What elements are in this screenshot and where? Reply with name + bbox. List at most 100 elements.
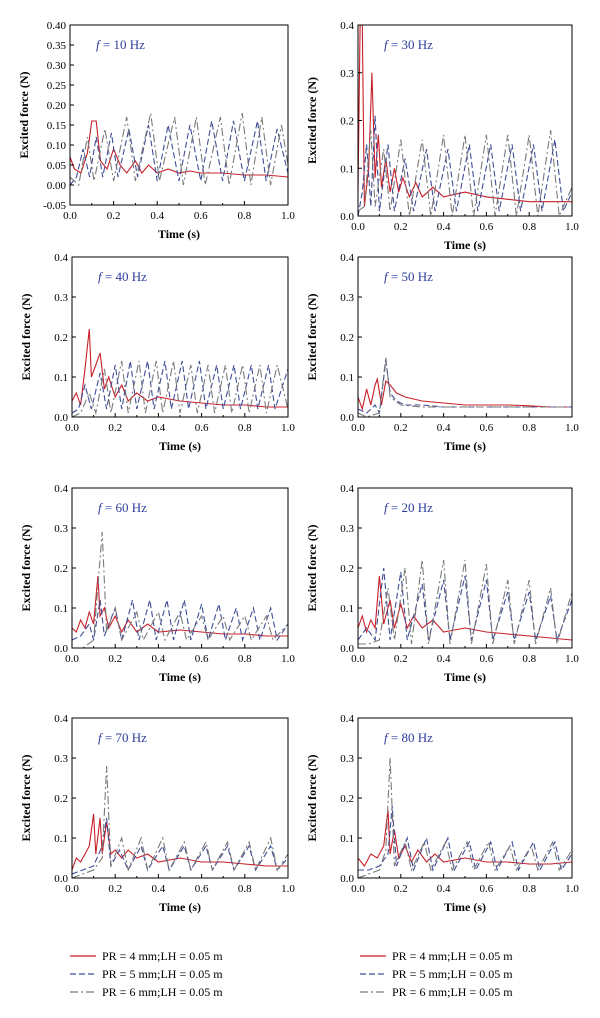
frequency-annotation-value: = 80 Hz bbox=[388, 730, 433, 745]
x-tick-label: 0.4 bbox=[152, 653, 166, 665]
x-tick-label: 0.0 bbox=[351, 422, 365, 434]
y-tick-label: 0.0 bbox=[340, 412, 354, 424]
y-tick-label: 0.1 bbox=[340, 163, 354, 175]
x-axis-label: Time (s) bbox=[444, 900, 486, 914]
series-line-pr6 bbox=[358, 130, 572, 216]
x-tick-label: 0.2 bbox=[394, 653, 408, 665]
series-line-pr6 bbox=[72, 531, 288, 648]
x-tick-label: 0.0 bbox=[351, 221, 365, 233]
x-tick-label: 1.0 bbox=[281, 653, 295, 665]
x-tick-label: 0.6 bbox=[194, 210, 208, 222]
y-axis-label: Excited force (N) bbox=[19, 293, 33, 380]
frequency-annotation-value: = 10 Hz bbox=[100, 37, 145, 52]
y-tick-label: 0.4 bbox=[54, 252, 68, 264]
y-axis-label: Excited force (N) bbox=[19, 754, 33, 841]
series-line-pr6 bbox=[72, 765, 288, 878]
series-line-pr6 bbox=[358, 559, 572, 645]
frequency-annotation-value: = 50 Hz bbox=[388, 269, 433, 284]
legend-label: PR = 5 mm;LH = 0.05 m bbox=[392, 967, 513, 981]
y-tick-label: 0.05 bbox=[47, 160, 67, 172]
x-tick-label: 0.0 bbox=[351, 653, 365, 665]
frequency-annotation-symbol: f bbox=[384, 730, 390, 745]
series-line-pr5 bbox=[72, 817, 288, 875]
frequency-annotation: f = 40 Hz bbox=[98, 269, 147, 284]
y-tick-label: 0.0 bbox=[54, 873, 68, 885]
frequency-annotation-value: = 40 Hz bbox=[102, 269, 147, 284]
plot-frame bbox=[69, 24, 289, 206]
frequency-annotation: f = 60 Hz bbox=[98, 500, 147, 515]
frequency-annotation: f = 10 Hz bbox=[96, 37, 145, 52]
series-line-pr4 bbox=[358, 575, 572, 641]
y-tick-label: 0.30 bbox=[47, 60, 67, 72]
y-tick-label: 0.2 bbox=[340, 563, 354, 575]
frequency-annotation-value: = 30 Hz bbox=[388, 37, 433, 52]
frequency-annotation-symbol: f bbox=[384, 37, 390, 52]
chart-panel: 0.0 0.2 0.4 0.6 0.8 1.0 0.0 0.1 0.2 0.3 0.4 Time (s… bbox=[19, 252, 295, 453]
x-tick-label: 0.8 bbox=[238, 422, 252, 434]
frequency-annotation: f = 80 Hz bbox=[384, 730, 433, 745]
x-tick-label: 0.8 bbox=[522, 422, 536, 434]
y-axis-label: Excited force (N) bbox=[19, 524, 33, 611]
x-tick-label: 0.2 bbox=[394, 221, 408, 233]
x-tick-label: 0.6 bbox=[480, 883, 494, 895]
x-tick-label: 0.6 bbox=[480, 422, 494, 434]
x-tick-label: 0.6 bbox=[480, 221, 494, 233]
x-tick-label: 0.8 bbox=[522, 653, 536, 665]
x-tick-label: 0.2 bbox=[108, 422, 122, 434]
series-line-pr6 bbox=[358, 356, 572, 417]
legend-label: PR = 6 mm;LH = 0.05 m bbox=[392, 985, 513, 999]
y-tick-label: 0.0 bbox=[340, 211, 354, 223]
y-tick-label: 0.0 bbox=[340, 873, 354, 885]
x-axis-label: Time (s) bbox=[444, 670, 486, 684]
y-tick-label: 0.3 bbox=[54, 292, 68, 304]
y-tick-label: 0.1 bbox=[340, 603, 354, 615]
y-tick-label: 0.2 bbox=[340, 793, 354, 805]
series-line-pr6 bbox=[72, 360, 288, 417]
frequency-annotation-symbol: f bbox=[98, 269, 104, 284]
chart-panel: 0.0 0.2 0.4 0.6 0.8 1.0 0.0 0.1 0.2 0.3 0.4 Time (s… bbox=[305, 483, 579, 684]
x-tick-label: 0.0 bbox=[65, 422, 79, 434]
frequency-annotation-symbol: f bbox=[96, 37, 102, 52]
y-tick-label: 0.3 bbox=[340, 292, 354, 304]
x-tick-label: 0.4 bbox=[150, 210, 164, 222]
y-tick-label: 0.10 bbox=[47, 140, 67, 152]
chart-panel: 0.0 0.2 0.4 0.6 0.8 1.0 0.0 0.1 0.2 0.3 0.4 Time (s… bbox=[19, 483, 295, 684]
y-tick-label: 0.4 bbox=[340, 252, 354, 264]
y-tick-label: 0.3 bbox=[54, 523, 68, 535]
x-tick-label: 0.2 bbox=[108, 883, 122, 895]
series-line-pr4 bbox=[358, 809, 572, 867]
x-tick-label: 1.0 bbox=[565, 653, 579, 665]
legend-label: PR = 4 mm;LH = 0.05 m bbox=[102, 949, 223, 963]
x-tick-label: 0.4 bbox=[152, 422, 166, 434]
x-axis-label: Time (s) bbox=[444, 238, 486, 252]
x-axis-label: Time (s) bbox=[159, 439, 201, 453]
x-axis-label: Time (s) bbox=[158, 227, 200, 241]
plot-frame bbox=[357, 24, 573, 217]
frequency-annotation-value: = 20 Hz bbox=[388, 500, 433, 515]
y-axis-label: Excited force (N) bbox=[17, 71, 31, 158]
x-tick-label: 0.0 bbox=[351, 883, 365, 895]
x-tick-label: 1.0 bbox=[565, 422, 579, 434]
series-line-pr6 bbox=[358, 757, 572, 878]
series-line-pr6 bbox=[70, 112, 288, 187]
y-tick-label: 0.1 bbox=[340, 372, 354, 384]
y-tick-label: 0.0 bbox=[54, 643, 68, 655]
y-tick-label: 0.20 bbox=[47, 100, 67, 112]
x-tick-label: 0.4 bbox=[437, 883, 451, 895]
x-tick-label: 0.8 bbox=[238, 883, 252, 895]
chart-panel: 0.0 0.2 0.4 0.6 0.8 1.0 0.0 0.1 0.2 0.3 0.4 Time (s… bbox=[19, 713, 295, 914]
legend: PR = 4 mm;LH = 0.05 m PR = 5 mm;LH = 0.05… bbox=[70, 949, 223, 999]
y-tick-label: 0.3 bbox=[340, 68, 354, 80]
frequency-annotation-value: = 60 Hz bbox=[102, 500, 147, 515]
y-tick-label: 0.4 bbox=[54, 483, 68, 495]
x-tick-label: 0.4 bbox=[437, 653, 451, 665]
frequency-annotation: f = 50 Hz bbox=[384, 269, 433, 284]
frequency-annotation: f = 70 Hz bbox=[98, 730, 147, 745]
y-tick-label: 0.1 bbox=[340, 833, 354, 845]
x-tick-label: 1.0 bbox=[281, 883, 295, 895]
frequency-annotation: f = 30 Hz bbox=[384, 37, 433, 52]
x-tick-label: 0.6 bbox=[195, 883, 209, 895]
y-tick-label: 0.0 bbox=[54, 412, 68, 424]
series-line-pr5 bbox=[70, 120, 288, 186]
